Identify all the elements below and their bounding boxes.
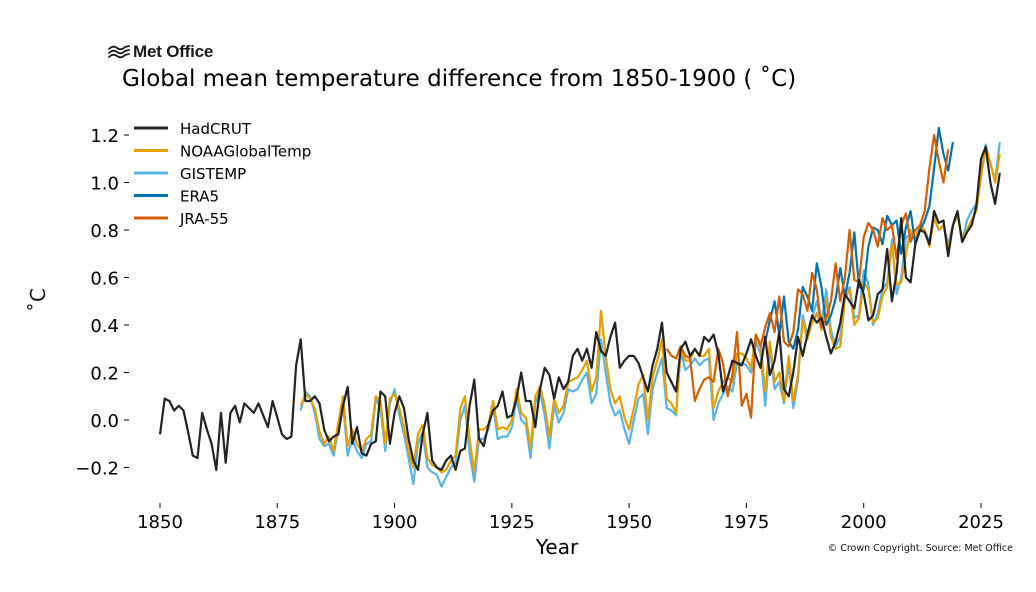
y-tick-label: 0.0 <box>90 411 119 432</box>
x-tick-label: 1850 <box>137 512 183 533</box>
legend-item-hadcrut: HadCRUT <box>134 120 252 138</box>
legend-label: ERA5 <box>180 188 219 206</box>
legend-label: JRA-55 <box>179 210 229 228</box>
y-tick-label: 0.6 <box>90 269 119 290</box>
chart-title: Global mean temperature difference from … <box>122 66 797 92</box>
x-axis: 1850 1875 1900 1925 1950 1975 2000 2025 <box>137 503 1004 533</box>
series-line-noaaglobaltemp <box>299 145 1001 474</box>
y-tick-label: 0.8 <box>90 221 119 242</box>
y-tick-label: −0.2 <box>75 459 119 480</box>
x-tick-label: 2025 <box>958 512 1004 533</box>
copyright-notice: © Crown Copyright. Source: Met Office <box>827 543 1013 554</box>
legend: HadCRUT NOAAGlobalTemp GISTEMP ERA5 JRA-55 <box>134 120 311 228</box>
legend-label: GISTEMP <box>180 165 246 183</box>
y-tick-label: 1.2 <box>90 126 119 147</box>
series-layer <box>158 126 1001 488</box>
series-line-hadcrut <box>158 145 1001 471</box>
x-tick-label: 1875 <box>254 512 300 533</box>
x-tick-label: 1900 <box>372 512 418 533</box>
y-tick-label: 0.2 <box>90 364 119 385</box>
met-office-wave-logo-icon <box>108 45 130 59</box>
y-axis-label: ˚C <box>25 288 50 312</box>
series-line-era5 <box>764 126 954 350</box>
y-axis: −0.2 0.0 0.2 0.4 0.6 0.8 1.0 1.2 <box>75 126 129 480</box>
y-tick-label: 0.4 <box>90 316 119 337</box>
legend-item-gistemp: GISTEMP <box>134 165 246 183</box>
legend-item-jra-55: JRA-55 <box>134 210 229 228</box>
x-tick-label: 1975 <box>724 512 770 533</box>
met-office-brand: Met Office <box>108 42 213 62</box>
x-tick-label: 1925 <box>489 512 535 533</box>
legend-item-era5: ERA5 <box>134 188 219 206</box>
legend-item-noaaglobaltemp: NOAAGlobalTemp <box>134 143 311 161</box>
y-tick-label: 1.0 <box>90 174 119 195</box>
x-tick-label: 2000 <box>841 512 887 533</box>
x-axis-label: Year <box>535 535 579 559</box>
x-tick-label: 1950 <box>606 512 652 533</box>
brand-name: Met Office <box>133 42 214 61</box>
legend-label: HadCRUT <box>180 120 252 138</box>
legend-label: NOAAGlobalTemp <box>180 143 311 161</box>
